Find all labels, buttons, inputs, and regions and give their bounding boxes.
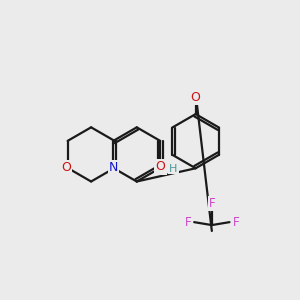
Text: O: O: [191, 92, 201, 104]
Text: F: F: [208, 197, 215, 210]
Text: O: O: [61, 161, 71, 175]
Text: H: H: [169, 164, 178, 173]
Text: F: F: [233, 216, 239, 229]
Text: O: O: [155, 160, 165, 173]
Text: N: N: [109, 161, 118, 174]
Text: F: F: [184, 216, 191, 229]
Text: N: N: [157, 161, 166, 175]
